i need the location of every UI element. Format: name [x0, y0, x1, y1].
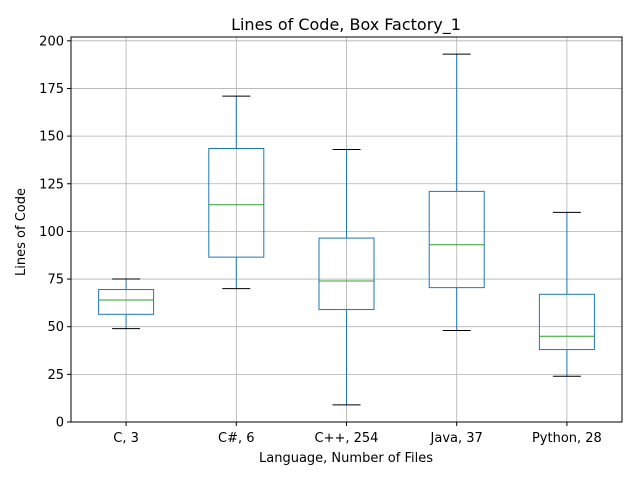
x-tick-label: Python, 28 [532, 431, 602, 446]
y-tick-label: 25 [47, 368, 64, 383]
y-tick-label: 0 [56, 416, 64, 431]
y-tick-label: 125 [39, 177, 64, 192]
x-tick-label: C, 3 [113, 431, 139, 446]
y-tick-label: 175 [39, 82, 64, 97]
x-tick-label: C#, 6 [218, 431, 255, 446]
box-iqr [208, 147, 265, 258]
y-tick-label: 75 [47, 273, 64, 288]
y-tick-label: 150 [39, 130, 64, 145]
box-iqr [98, 289, 155, 315]
box-iqr [538, 293, 595, 351]
box-iqr [428, 190, 485, 289]
chart-title: Lines of Code, Box Factory_1 [231, 15, 461, 35]
y-axis-label: Lines of Code [14, 188, 29, 276]
x-tick-label: Java, 37 [430, 431, 483, 446]
x-tick-label: C++, 254 [315, 431, 379, 446]
y-tick-label: 200 [39, 34, 64, 49]
y-tick-label: 50 [47, 320, 64, 335]
box-iqr [318, 237, 375, 311]
y-tick-label: 100 [39, 225, 64, 240]
x-axis-label: Language, Number of Files [259, 451, 433, 466]
